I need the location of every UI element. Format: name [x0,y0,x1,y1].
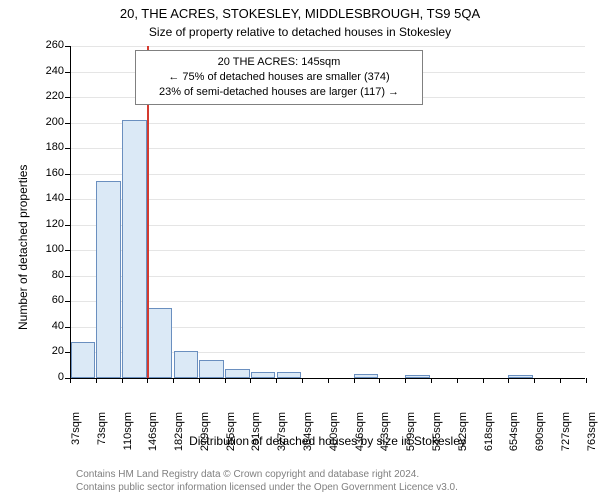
histogram-bar [96,181,121,378]
y-tick-label: 120 [30,218,64,230]
footer-text: Contains HM Land Registry data © Crown c… [76,468,458,494]
footer-line: Contains public sector information licen… [76,481,458,494]
histogram-bar [174,351,198,378]
histogram-bar [71,342,95,378]
histogram-bar [122,120,146,378]
y-tick-label: 0 [30,371,64,383]
callout-box: 20 THE ACRES: 145sqm ← 75% of detached h… [135,50,423,105]
footer-line: Contains HM Land Registry data © Crown c… [76,468,458,481]
y-tick-label: 180 [30,141,64,153]
x-axis-label: Distribution of detached houses by size … [70,434,585,448]
y-axis-line [70,46,71,378]
chart-subtitle: Size of property relative to detached ho… [0,23,600,41]
histogram-bar [199,360,224,378]
y-tick-label: 240 [30,65,64,77]
callout-line: 20 THE ACRES: 145sqm [144,55,414,70]
y-tick-label: 160 [30,167,64,179]
y-tick-label: 200 [30,116,64,128]
histogram-bar [148,308,172,378]
y-tick-label: 140 [30,192,64,204]
chart-title: 20, THE ACRES, STOKESLEY, MIDDLESBROUGH,… [0,0,600,23]
y-tick-label: 40 [30,320,64,332]
y-tick-label: 220 [30,90,64,102]
y-axis-label: Number of detached properties [16,165,30,330]
callout-line: 23% of semi-detached houses are larger (… [144,85,414,100]
x-axis-line [70,378,585,379]
y-tick-label: 260 [30,39,64,51]
x-tick [586,378,587,383]
y-tick-label: 100 [30,243,64,255]
y-tick-label: 80 [30,269,64,281]
x-tick-label: 763sqm [586,412,598,456]
y-tick-label: 20 [30,345,64,357]
y-tick-label: 60 [30,294,64,306]
histogram-bar [225,369,249,378]
callout-line: ← 75% of detached houses are smaller (37… [144,70,414,85]
